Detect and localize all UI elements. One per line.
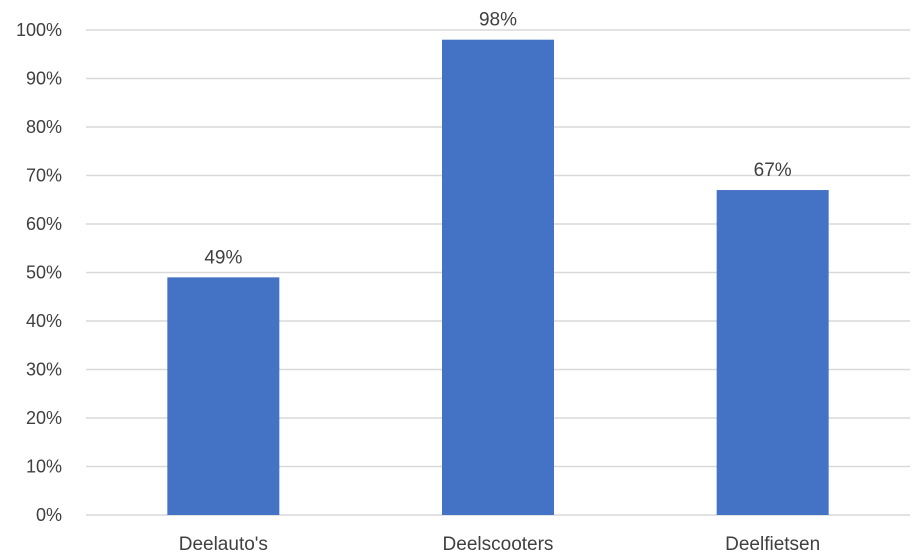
y-tick-label: 30% xyxy=(26,360,62,380)
x-category-label: Deelauto's xyxy=(179,534,268,555)
x-axis: Deelauto's Deelscooters Deelfietsen xyxy=(179,534,820,555)
bar xyxy=(167,277,280,515)
y-tick-label: 80% xyxy=(26,117,62,137)
data-labels: 49% 98% 67% xyxy=(204,10,791,269)
bars xyxy=(167,39,829,516)
y-tick-label: 60% xyxy=(26,214,62,234)
y-axis: 0% 10% 20% 30% 40% 50% 60% 70% 80% 90% 100% xyxy=(16,20,62,525)
y-tick-label: 90% xyxy=(26,69,62,89)
y-tick-label: 50% xyxy=(26,263,62,283)
x-category-label: Deelscooters xyxy=(443,534,554,555)
y-tick-label: 0% xyxy=(36,505,62,525)
y-tick-label: 100% xyxy=(16,20,62,40)
data-label: 49% xyxy=(204,247,242,268)
y-tick-label: 40% xyxy=(26,311,62,331)
y-tick-label: 20% xyxy=(26,408,62,428)
bar xyxy=(716,190,829,516)
y-tick-label: 70% xyxy=(26,166,62,186)
bar xyxy=(442,39,554,515)
x-category-label: Deelfietsen xyxy=(725,534,820,555)
data-label: 98% xyxy=(479,10,517,31)
data-label: 67% xyxy=(754,160,792,181)
y-tick-label: 10% xyxy=(26,457,62,477)
